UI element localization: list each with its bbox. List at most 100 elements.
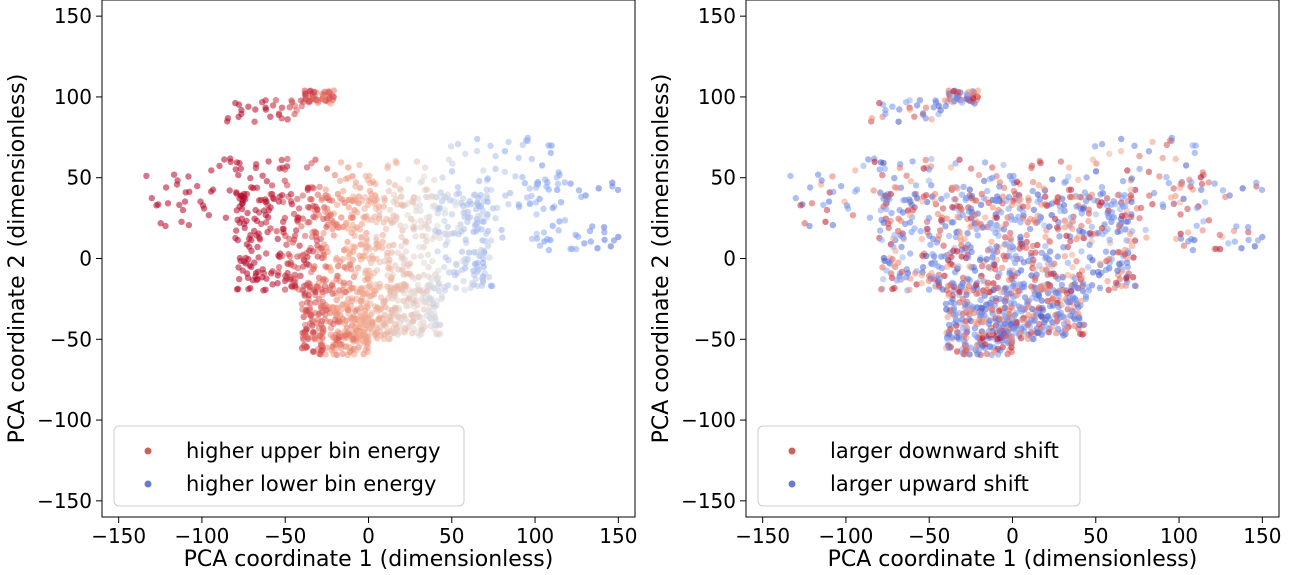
data-point xyxy=(265,207,272,214)
data-point xyxy=(1075,232,1082,240)
data-point xyxy=(391,304,399,311)
data-point xyxy=(561,179,568,186)
data-point xyxy=(1127,186,1134,193)
data-point xyxy=(853,186,861,193)
data-point xyxy=(224,115,232,122)
data-point xyxy=(382,225,390,233)
data-point xyxy=(296,242,303,249)
data-point xyxy=(345,164,352,171)
data-point xyxy=(371,213,378,220)
data-point xyxy=(913,102,921,109)
data-point xyxy=(1025,311,1032,319)
data-point xyxy=(1119,177,1127,185)
data-point xyxy=(1191,149,1199,157)
data-point xyxy=(302,321,309,329)
data-point xyxy=(232,166,239,173)
x-axis-label: PCA coordinate 1 (dimensionless) xyxy=(184,547,554,572)
data-point xyxy=(348,197,355,204)
data-point xyxy=(1150,189,1158,197)
data-point xyxy=(526,185,533,192)
data-point xyxy=(595,185,602,192)
data-point xyxy=(315,97,322,104)
data-point xyxy=(1085,217,1092,225)
data-point xyxy=(276,193,283,200)
data-point xyxy=(436,204,443,211)
data-point xyxy=(319,291,326,298)
data-point xyxy=(301,292,308,299)
data-point xyxy=(305,203,312,211)
data-point xyxy=(1121,202,1129,210)
data-point xyxy=(931,190,939,198)
data-point xyxy=(922,104,930,111)
data-point xyxy=(952,196,959,203)
data-point xyxy=(310,185,317,192)
data-point xyxy=(442,241,449,248)
data-point xyxy=(911,113,918,120)
data-point xyxy=(974,219,981,226)
data-point xyxy=(299,306,306,313)
data-point xyxy=(965,282,973,290)
data-point xyxy=(484,175,491,182)
data-point xyxy=(352,270,359,277)
data-point xyxy=(1177,180,1184,187)
data-point xyxy=(369,320,376,327)
data-point xyxy=(318,347,325,354)
data-point xyxy=(1116,221,1123,228)
x-tick-label: −50 xyxy=(908,524,950,548)
data-point xyxy=(1105,255,1113,263)
data-point xyxy=(877,286,885,293)
x-tick-label: 150 xyxy=(1243,524,1281,548)
data-point xyxy=(364,304,371,311)
data-point xyxy=(409,317,417,325)
data-point xyxy=(1020,208,1027,216)
data-point xyxy=(942,300,950,308)
data-point xyxy=(221,156,228,163)
data-point xyxy=(1052,311,1059,319)
data-point xyxy=(938,265,946,272)
data-point xyxy=(453,260,460,267)
data-point xyxy=(381,303,389,310)
data-point xyxy=(1064,259,1072,267)
data-point xyxy=(960,183,967,191)
data-point xyxy=(792,194,799,202)
data-point xyxy=(423,237,430,245)
data-point xyxy=(417,217,424,224)
data-point xyxy=(262,219,270,226)
data-point xyxy=(454,140,462,148)
data-point xyxy=(933,239,941,246)
data-point xyxy=(293,227,300,234)
data-point xyxy=(479,259,487,266)
data-point xyxy=(941,97,949,104)
data-point xyxy=(358,220,366,228)
data-point xyxy=(995,307,1003,314)
data-point xyxy=(975,171,983,179)
data-point xyxy=(894,184,901,192)
data-point xyxy=(318,341,326,348)
data-point xyxy=(482,237,489,245)
data-point xyxy=(984,187,991,195)
data-point xyxy=(903,266,910,273)
data-point xyxy=(950,280,957,288)
data-point xyxy=(966,351,973,358)
data-point xyxy=(806,222,813,230)
y-axis-label: PCA coordinate 2 (dimensionless) xyxy=(649,74,674,444)
data-point xyxy=(883,193,890,200)
data-point xyxy=(342,220,349,227)
data-point xyxy=(294,217,301,224)
data-point xyxy=(501,168,509,175)
data-point xyxy=(310,328,317,336)
data-point xyxy=(1017,267,1025,274)
data-point xyxy=(843,202,851,209)
data-point xyxy=(1030,318,1037,325)
data-point xyxy=(170,171,178,178)
data-point xyxy=(1058,281,1066,289)
data-point xyxy=(157,220,164,227)
data-point xyxy=(291,232,299,239)
data-point xyxy=(435,331,442,338)
data-point xyxy=(943,215,950,222)
data-point xyxy=(405,176,412,183)
data-point xyxy=(327,211,334,218)
data-point xyxy=(397,222,404,229)
data-point xyxy=(968,192,976,200)
data-point xyxy=(989,164,996,171)
